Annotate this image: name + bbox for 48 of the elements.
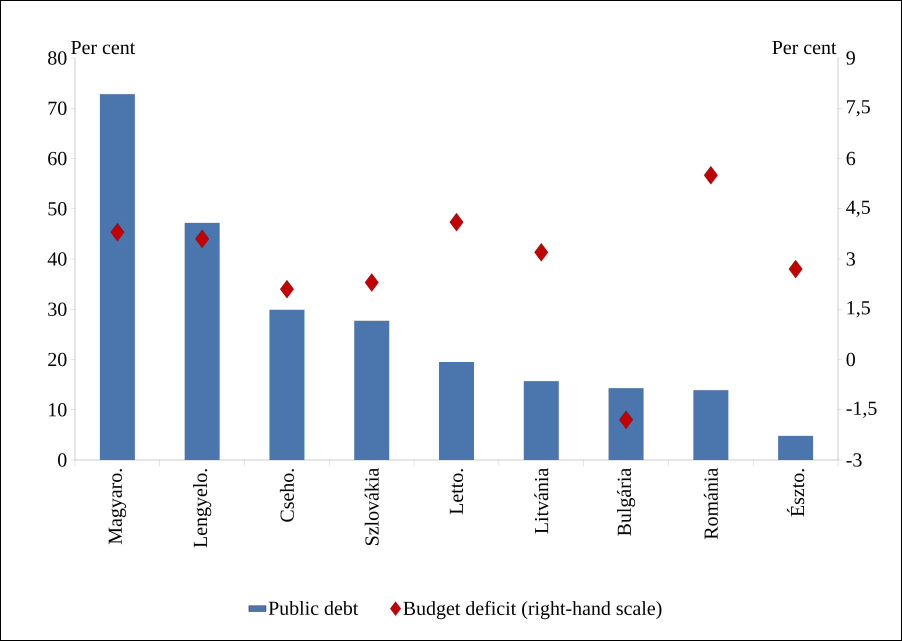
y-tick-label: 40: [48, 252, 66, 266]
bar: [439, 362, 474, 460]
y-tick-label: 0: [58, 453, 66, 467]
point: [280, 280, 294, 298]
x-tick-label: Litvánia: [534, 468, 548, 534]
bar: [269, 310, 304, 460]
bar: [778, 436, 814, 460]
point: [534, 243, 548, 262]
y-tick-label: 10: [49, 403, 66, 416]
y-tick-label: 80: [48, 51, 66, 65]
x-tick-label: Lengyelo.: [193, 469, 212, 548]
y-tick-label: 30: [48, 302, 66, 316]
y2-tick-label: 0: [846, 352, 855, 366]
y2-tick-label: 7,5: [847, 100, 870, 116]
x-tick-label: Románia: [704, 468, 718, 540]
point: [364, 273, 379, 292]
y2-tick-label: 9: [846, 51, 855, 65]
y2-tick-label: 1,5: [848, 301, 870, 318]
bar: [184, 222, 220, 460]
y-tick-label: 50: [48, 202, 66, 216]
bar: [608, 388, 644, 460]
y-tick-label: 60: [48, 152, 66, 166]
legend-label: Public debt: [268, 600, 358, 615]
y-axis-title: Per cent: [71, 40, 136, 54]
y2-tick-label: 3: [846, 252, 855, 266]
bar: [693, 390, 728, 460]
point: [788, 260, 803, 278]
y-tick-label: 20: [48, 352, 66, 366]
y2-tick-label: 4,5: [846, 200, 870, 217]
point: [450, 212, 464, 232]
x-tick-label: Letto.: [450, 469, 464, 514]
legend-label: Budget deficit (right-hand scale): [403, 600, 662, 620]
point: [195, 230, 210, 248]
y-tick-label: 70: [48, 102, 66, 115]
y2-tick-label: -1,5: [846, 402, 877, 418]
y2-tick-label: 6: [846, 152, 856, 166]
x-tick-label: Bulgária: [616, 468, 636, 536]
y2-axis-title: Per cent: [772, 40, 836, 54]
x-tick-label: Magyaro.: [108, 469, 126, 544]
bar: [524, 381, 559, 460]
x-tick-label: Szlovákia: [364, 468, 379, 546]
point: [704, 166, 718, 184]
x-tick-label: Cseho.: [280, 469, 294, 522]
bar: [100, 94, 135, 460]
point: [110, 222, 124, 242]
x-tick-label: Észto.: [786, 469, 804, 516]
y2-tick-label: -3: [846, 453, 862, 467]
bar: [354, 320, 390, 460]
